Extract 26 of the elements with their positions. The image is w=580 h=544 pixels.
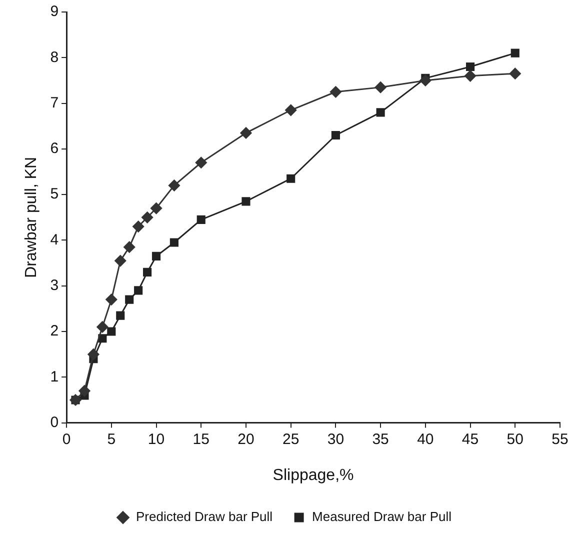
x-tick-label: 40 <box>417 430 434 448</box>
y-tick-label: 6 <box>50 140 59 158</box>
y-tick-label: 8 <box>50 48 59 66</box>
x-tick-label: 25 <box>282 430 300 448</box>
x-tick-label: 0 <box>62 430 71 448</box>
y-tick-label: 5 <box>50 186 59 203</box>
y-tick-label: 0 <box>50 414 59 431</box>
y-axis-title: Drawbar pull, KN <box>23 156 40 278</box>
y-tick-label: 3 <box>50 277 59 294</box>
x-tick-label: 20 <box>238 430 254 448</box>
x-tick-label: 45 <box>462 430 479 448</box>
y-tick-label: 4 <box>50 231 59 248</box>
y-tick-label: 1 <box>50 368 59 386</box>
x-tick-label: 55 <box>552 430 568 448</box>
y-tick-label: 2 <box>50 322 59 340</box>
x-tick-label: 50 <box>506 430 524 448</box>
x-tick-label: 30 <box>327 430 344 448</box>
x-tick-label: 15 <box>192 430 210 448</box>
y-tick-label: 9 <box>50 3 59 20</box>
legend-label: Measured Draw bar Pull <box>312 509 452 524</box>
x-tick-label: 35 <box>372 430 389 448</box>
y-tick-label: 7 <box>50 94 59 112</box>
x-tick-label: 10 <box>148 430 165 448</box>
x-tick-label: 5 <box>107 430 116 448</box>
x-axis-title: Slippage,% <box>272 466 354 484</box>
legend-label: Predicted Draw bar Pull <box>136 509 273 524</box>
